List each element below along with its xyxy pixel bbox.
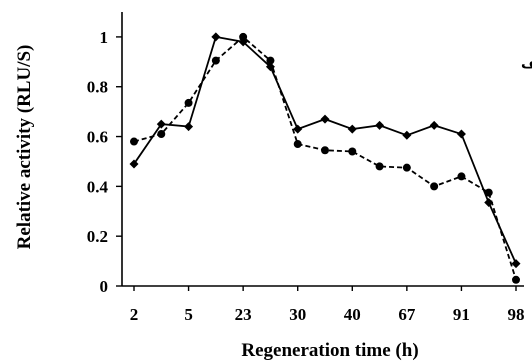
data-point xyxy=(320,114,330,124)
data-point xyxy=(130,137,138,146)
y-axis-ticks: 0 0.2 0.4 0.6 0.8 1 xyxy=(87,28,122,296)
x-tick-label: 91 xyxy=(453,305,470,324)
data-point xyxy=(321,146,329,155)
data-point xyxy=(511,259,521,269)
data-point xyxy=(266,56,275,65)
data-point xyxy=(348,147,357,156)
x-tick-label: 5 xyxy=(184,305,193,324)
data-point xyxy=(184,122,194,132)
data-point xyxy=(402,130,412,140)
data-point xyxy=(375,120,385,130)
data-point xyxy=(457,172,466,181)
y-axis-title: Relative activity (RLU/S) xyxy=(14,45,35,250)
y-tick-label: 0.2 xyxy=(87,227,108,246)
data-point xyxy=(456,129,466,139)
series-layer xyxy=(129,32,521,284)
data-point xyxy=(402,163,411,172)
series-line xyxy=(133,35,517,281)
x-axis-ticks: 2 5 23 30 40 67 91 98 xyxy=(130,286,525,324)
data-point xyxy=(293,140,302,149)
y-tick-label: 0.6 xyxy=(87,128,108,147)
data-point xyxy=(375,162,384,171)
data-point xyxy=(157,130,166,139)
x-axis-title: Regeneration time (h) xyxy=(241,340,418,361)
y-tick-label: 1 xyxy=(100,28,109,47)
data-point xyxy=(156,119,166,129)
x-tick-label: 67 xyxy=(398,305,416,324)
data-point xyxy=(184,98,193,107)
y-tick-label: 0.8 xyxy=(87,78,108,97)
data-point xyxy=(429,120,439,130)
x-tick-label: 98 xyxy=(508,305,525,324)
panel-annotation: الف xyxy=(521,56,532,72)
data-point xyxy=(129,159,139,169)
data-point xyxy=(484,188,493,197)
x-tick-label: 30 xyxy=(289,305,306,324)
data-point xyxy=(347,124,357,134)
x-tick-label: 40 xyxy=(344,305,361,324)
x-tick-label: 23 xyxy=(235,305,252,324)
data-point xyxy=(239,32,248,41)
series-2 xyxy=(130,32,520,284)
x-tick-label: 2 xyxy=(130,305,139,324)
data-point xyxy=(430,182,439,191)
y-tick-label: 0.4 xyxy=(87,177,109,196)
data-point xyxy=(484,198,494,208)
data-point xyxy=(293,124,303,134)
data-point xyxy=(211,32,221,42)
data-point xyxy=(512,275,520,284)
data-point xyxy=(211,56,220,65)
y-tick-label: 0 xyxy=(100,277,109,296)
